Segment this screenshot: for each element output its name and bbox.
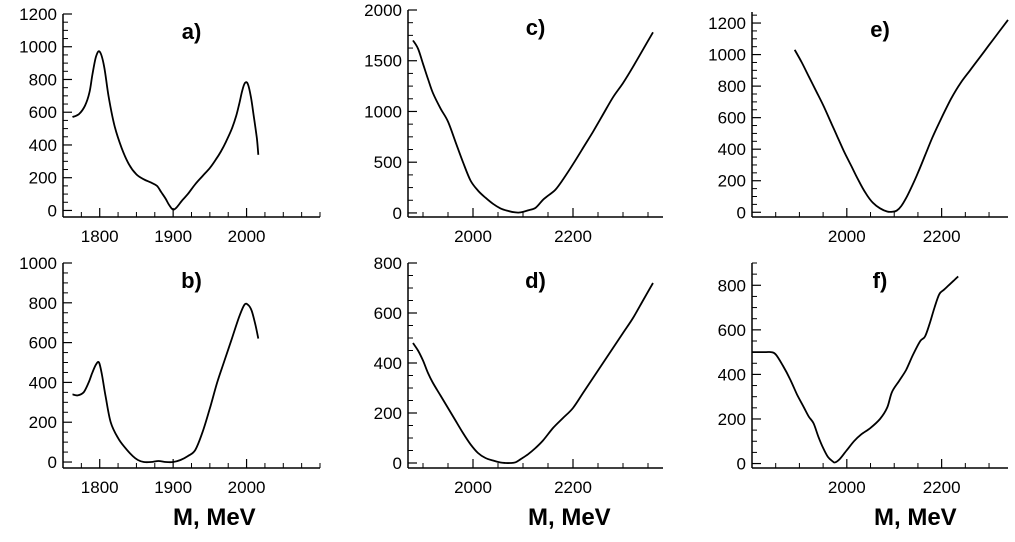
y-tick-label-b: 200 [29, 413, 57, 432]
x-tick-label-f: 2000 [828, 478, 866, 497]
series-line-a [72, 50, 260, 211]
x-tick-label-f: 2200 [923, 478, 961, 497]
y-tick-label-b: 0 [48, 453, 57, 472]
y-tick-label-d: 600 [374, 304, 402, 323]
panel-label-e: e) [870, 17, 890, 42]
y-tick-label-c: 500 [374, 153, 402, 172]
x-tick-label-b: 1800 [81, 478, 119, 497]
x-tick-label-e: 2200 [923, 227, 961, 246]
y-tick-label-b: 600 [29, 334, 57, 353]
y-tick-label-a: 400 [29, 136, 57, 155]
y-tick-label-b: 400 [29, 373, 57, 392]
x-tick-label-d: 2000 [454, 478, 492, 497]
x-tick-label-b: 2000 [228, 478, 266, 497]
y-tick-label-d: 400 [374, 354, 402, 373]
panel-c: 0 500 1000 1500 2000 2000 2200 c) [364, 1, 663, 246]
panel-label-a: a) [182, 19, 202, 44]
x-tick-label-a: 1900 [154, 227, 192, 246]
y-tick-label-e: 200 [718, 172, 746, 191]
y-tick-label-a: 200 [29, 169, 57, 188]
y-tick-label-c: 0 [393, 204, 402, 223]
x-tick-label-b: 1900 [154, 478, 192, 497]
series-line-d [412, 282, 654, 464]
panel-f: 0 200 400 600 800 2000 2200 f) [718, 262, 1008, 497]
y-tick-label-f: 200 [718, 410, 746, 429]
x-axis-label-col-2: M, MeV [528, 504, 611, 531]
y-tick-label-c: 2000 [364, 1, 402, 20]
x-axis-label-col-1: M, MeV [173, 504, 256, 531]
x-axis-label-col-3: M, MeV [874, 504, 957, 531]
x-tick-label-c: 2000 [454, 227, 492, 246]
y-tick-label-f: 0 [737, 455, 746, 474]
panel-e: 0 200 400 600 800 1000 1200 2000 2200 e) [708, 12, 1009, 246]
y-tick-label-f: 600 [718, 321, 746, 340]
panel-label-b: b) [181, 268, 202, 293]
y-tick-label-a: 600 [29, 103, 57, 122]
y-tick-label-c: 1000 [364, 102, 402, 121]
panel-b: 0 200 400 600 800 1000 1800 1900 2000 b) [19, 254, 321, 497]
x-tick-label-c: 2200 [554, 227, 592, 246]
panel-label-f: f) [873, 268, 888, 293]
y-tick-label-a: 800 [29, 70, 57, 89]
y-tick-label-e: 1200 [708, 14, 746, 33]
y-tick-label-d: 800 [374, 254, 402, 273]
y-tick-label-a: 0 [48, 201, 57, 220]
y-tick-label-d: 200 [374, 404, 402, 423]
x-tick-label-d: 2200 [554, 478, 592, 497]
y-tick-label-c: 1500 [364, 52, 402, 71]
panel-d: 0 200 400 600 800 2000 2200 d) [374, 254, 663, 497]
y-tick-label-a: 1000 [19, 38, 57, 57]
panel-label-c: c) [526, 15, 546, 40]
x-tick-label-a: 2000 [228, 227, 266, 246]
panel-label-d: d) [525, 268, 546, 293]
y-tick-label-d: 0 [393, 454, 402, 473]
y-tick-label-e: 0 [737, 203, 746, 222]
y-tick-label-e: 800 [718, 77, 746, 96]
y-tick-label-f: 800 [718, 276, 746, 295]
y-tick-label-f: 400 [718, 365, 746, 384]
series-line-f [752, 275, 959, 464]
series-line-e [793, 19, 1009, 213]
y-tick-label-a: 1200 [19, 5, 57, 24]
x-tick-label-e: 2000 [828, 227, 866, 246]
panel-a: 0 200 400 600 800 1000 1200 1800 1900 2000 a) [19, 5, 321, 246]
x-tick-label-a: 1800 [81, 227, 119, 246]
y-tick-label-e: 1000 [708, 46, 746, 65]
y-tick-label-b: 800 [29, 294, 57, 313]
series-line-b [72, 302, 260, 464]
series-line-c [412, 31, 654, 214]
y-tick-label-e: 600 [718, 109, 746, 128]
y-tick-label-b: 1000 [19, 254, 57, 273]
y-tick-label-e: 400 [718, 140, 746, 159]
